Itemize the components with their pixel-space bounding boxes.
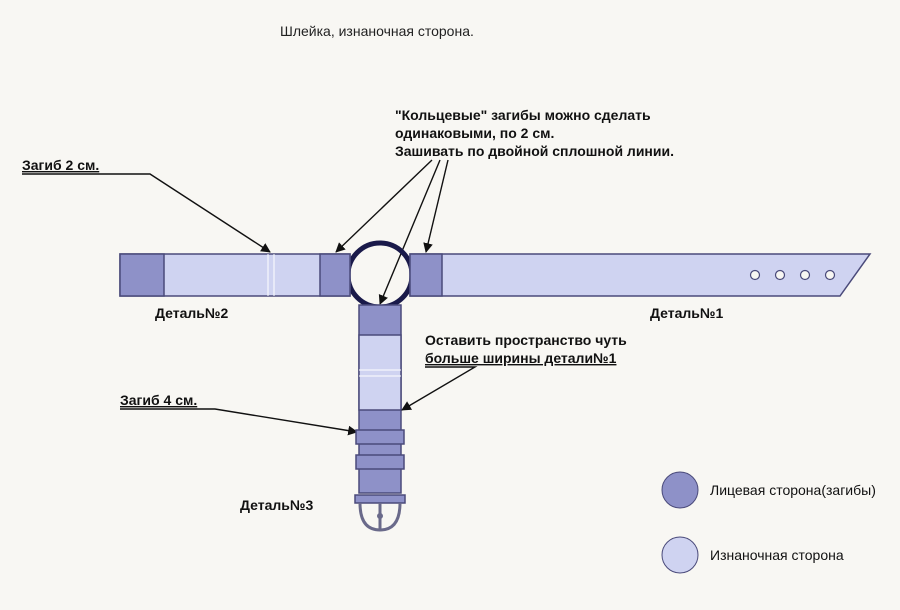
svg-text:Загиб 4 см.: Загиб 4 см. <box>120 392 197 408</box>
buckle-icon <box>355 495 405 530</box>
space-note: Оставить пространство чуть больше ширины… <box>402 332 627 410</box>
detail-1-label: Деталь№1 <box>650 305 723 321</box>
detail-2-strap <box>120 254 350 296</box>
legend-face-label: Лицевая сторона(загибы) <box>710 482 876 498</box>
ring-icon <box>348 243 412 307</box>
detail-1-strap <box>410 254 870 296</box>
ring-note-line1: "Кольцевые" загибы можно сделать <box>395 107 651 123</box>
fold-2cm-label: Загиб 2 см. <box>22 157 270 252</box>
legend-face-dot <box>662 472 698 508</box>
legend-back-dot <box>662 537 698 573</box>
svg-text:Загиб 2 см.: Загиб 2 см. <box>22 157 99 173</box>
detail-3-strap <box>355 305 405 530</box>
legend-back-label: Изнаночная сторона <box>710 547 844 563</box>
legend: Лицевая сторона(загибы) Изнаночная сторо… <box>662 472 876 573</box>
diagram-title: Шлейка, изнаночная сторона. <box>280 23 474 39</box>
ring-note-line2: одинаковыми, по 2 см. <box>395 125 554 141</box>
svg-text:больше ширины детали№1: больше ширины детали№1 <box>425 350 617 366</box>
fold-4cm-label: Загиб 4 см. <box>120 392 357 432</box>
detail-2-label: Деталь№2 <box>155 305 228 321</box>
svg-text:Оставить пространство чуть: Оставить пространство чуть <box>425 332 627 348</box>
detail-3-label: Деталь№3 <box>240 497 313 513</box>
ring-note-line3: Зашивать по двойной сплошной линии. <box>395 143 674 159</box>
